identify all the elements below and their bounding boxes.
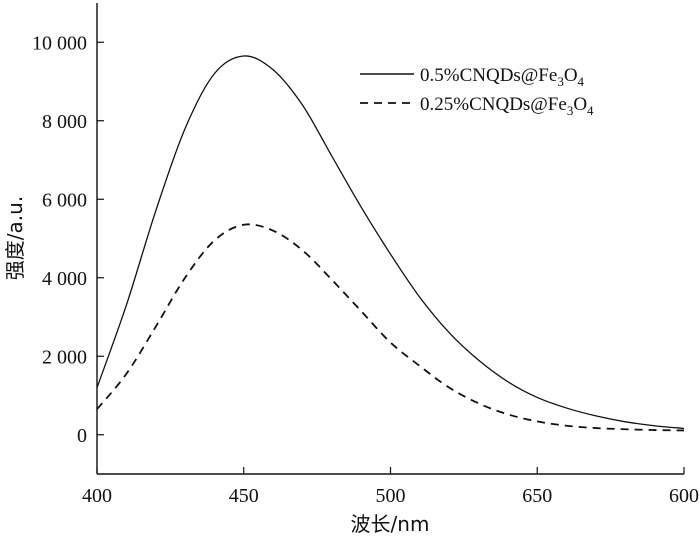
- legend-label-solid-sub1: 3: [557, 74, 564, 89]
- x-tick-label: 400: [82, 485, 112, 507]
- x-tick-label: 600: [669, 485, 699, 507]
- legend-label-dashed-base: 0.25%CNQDs@Fe: [420, 94, 567, 115]
- y-tick-label: 8 000: [42, 111, 87, 133]
- x-axis-title: 波长/nm: [351, 512, 430, 536]
- y-tick-label: 2 000: [42, 346, 87, 368]
- y-tick-label: 10 000: [32, 32, 87, 54]
- x-tick-label: 650: [522, 485, 552, 507]
- legend-label-dashed-sub1: 3: [567, 103, 574, 118]
- legend-label-dashed-mid: O: [573, 94, 587, 115]
- legend: 0.5%CNQDs@Fe3O4 0.25%CNQDs@Fe3O4: [360, 65, 594, 118]
- legend-label-dashed-sub2: 4: [587, 103, 594, 118]
- legend-label-solid-base: 0.5%CNQDs@Fe: [420, 65, 557, 86]
- legend-label-dashed: 0.25%CNQDs@Fe3O4: [420, 94, 594, 118]
- y-axis-title: 强度/a.u.: [3, 196, 27, 280]
- legend-label-solid-sub2: 4: [578, 74, 585, 89]
- x-ticks: 400 450 500 650 600: [82, 467, 699, 507]
- series-line-dashed: [96, 223, 685, 432]
- y-tick-label: 6 000: [42, 189, 87, 211]
- x-tick-label: 450: [229, 485, 259, 507]
- legend-label-solid: 0.5%CNQDs@Fe3O4: [420, 65, 585, 89]
- y-ticks: 0 2 000 4 000 6 000 8 000 10 000: [32, 32, 104, 447]
- series-line-solid: [96, 55, 685, 430]
- y-tick-label: 0: [77, 425, 87, 447]
- series-layer: [96, 55, 685, 432]
- x-tick-label: 500: [376, 485, 406, 507]
- legend-label-solid-mid: O: [564, 65, 578, 86]
- y-tick-label: 4 000: [42, 268, 87, 290]
